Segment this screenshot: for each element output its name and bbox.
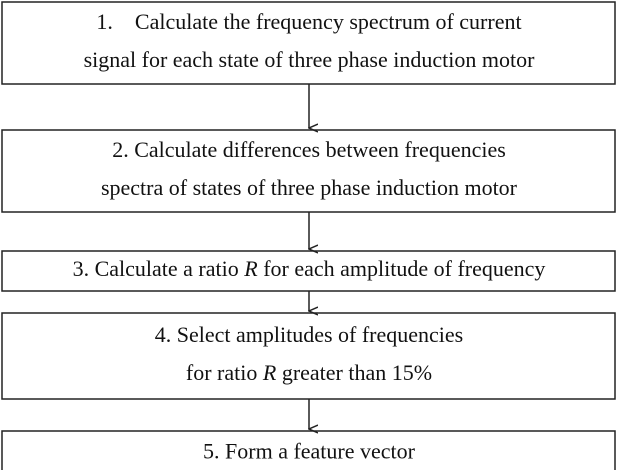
text-segment: for each amplitude of frequency [258,256,546,281]
text-segment: 5. Form a feature vector [203,439,416,464]
box-text: for ratio R greater than 15% [186,360,432,385]
text-segment: R [243,256,258,281]
process-box [1,129,616,213]
box-text: 3. Calculate a ratio R for each amplitud… [73,256,546,281]
box-text: 4. Select amplitudes of frequencies [155,322,464,347]
process-box [1,312,616,400]
text-segment: 4. Select amplitudes of frequencies [155,322,464,347]
text-segment: spectra of states of three phase inducti… [101,175,518,200]
box-text: spectra of states of three phase inducti… [101,175,518,200]
text-segment: 2. Calculate differences between frequen… [112,137,506,162]
text-segment: R [262,360,277,385]
box-text: signal for each state of three phase ind… [84,47,536,72]
text-segment: 3. Calculate a ratio [73,256,245,281]
box-text: 2. Calculate differences between frequen… [112,137,506,162]
process-box [1,430,616,470]
text-segment: for ratio [186,360,263,385]
box-text: 5. Form a feature vector [203,439,416,464]
text-segment: 1. Calculate the frequency spectrum of c… [96,9,521,34]
box-text: 1. Calculate the frequency spectrum of c… [96,9,521,34]
text-segment: signal for each state of three phase ind… [84,47,536,72]
text-segment: greater than 15% [276,360,432,385]
process-box [1,1,616,85]
